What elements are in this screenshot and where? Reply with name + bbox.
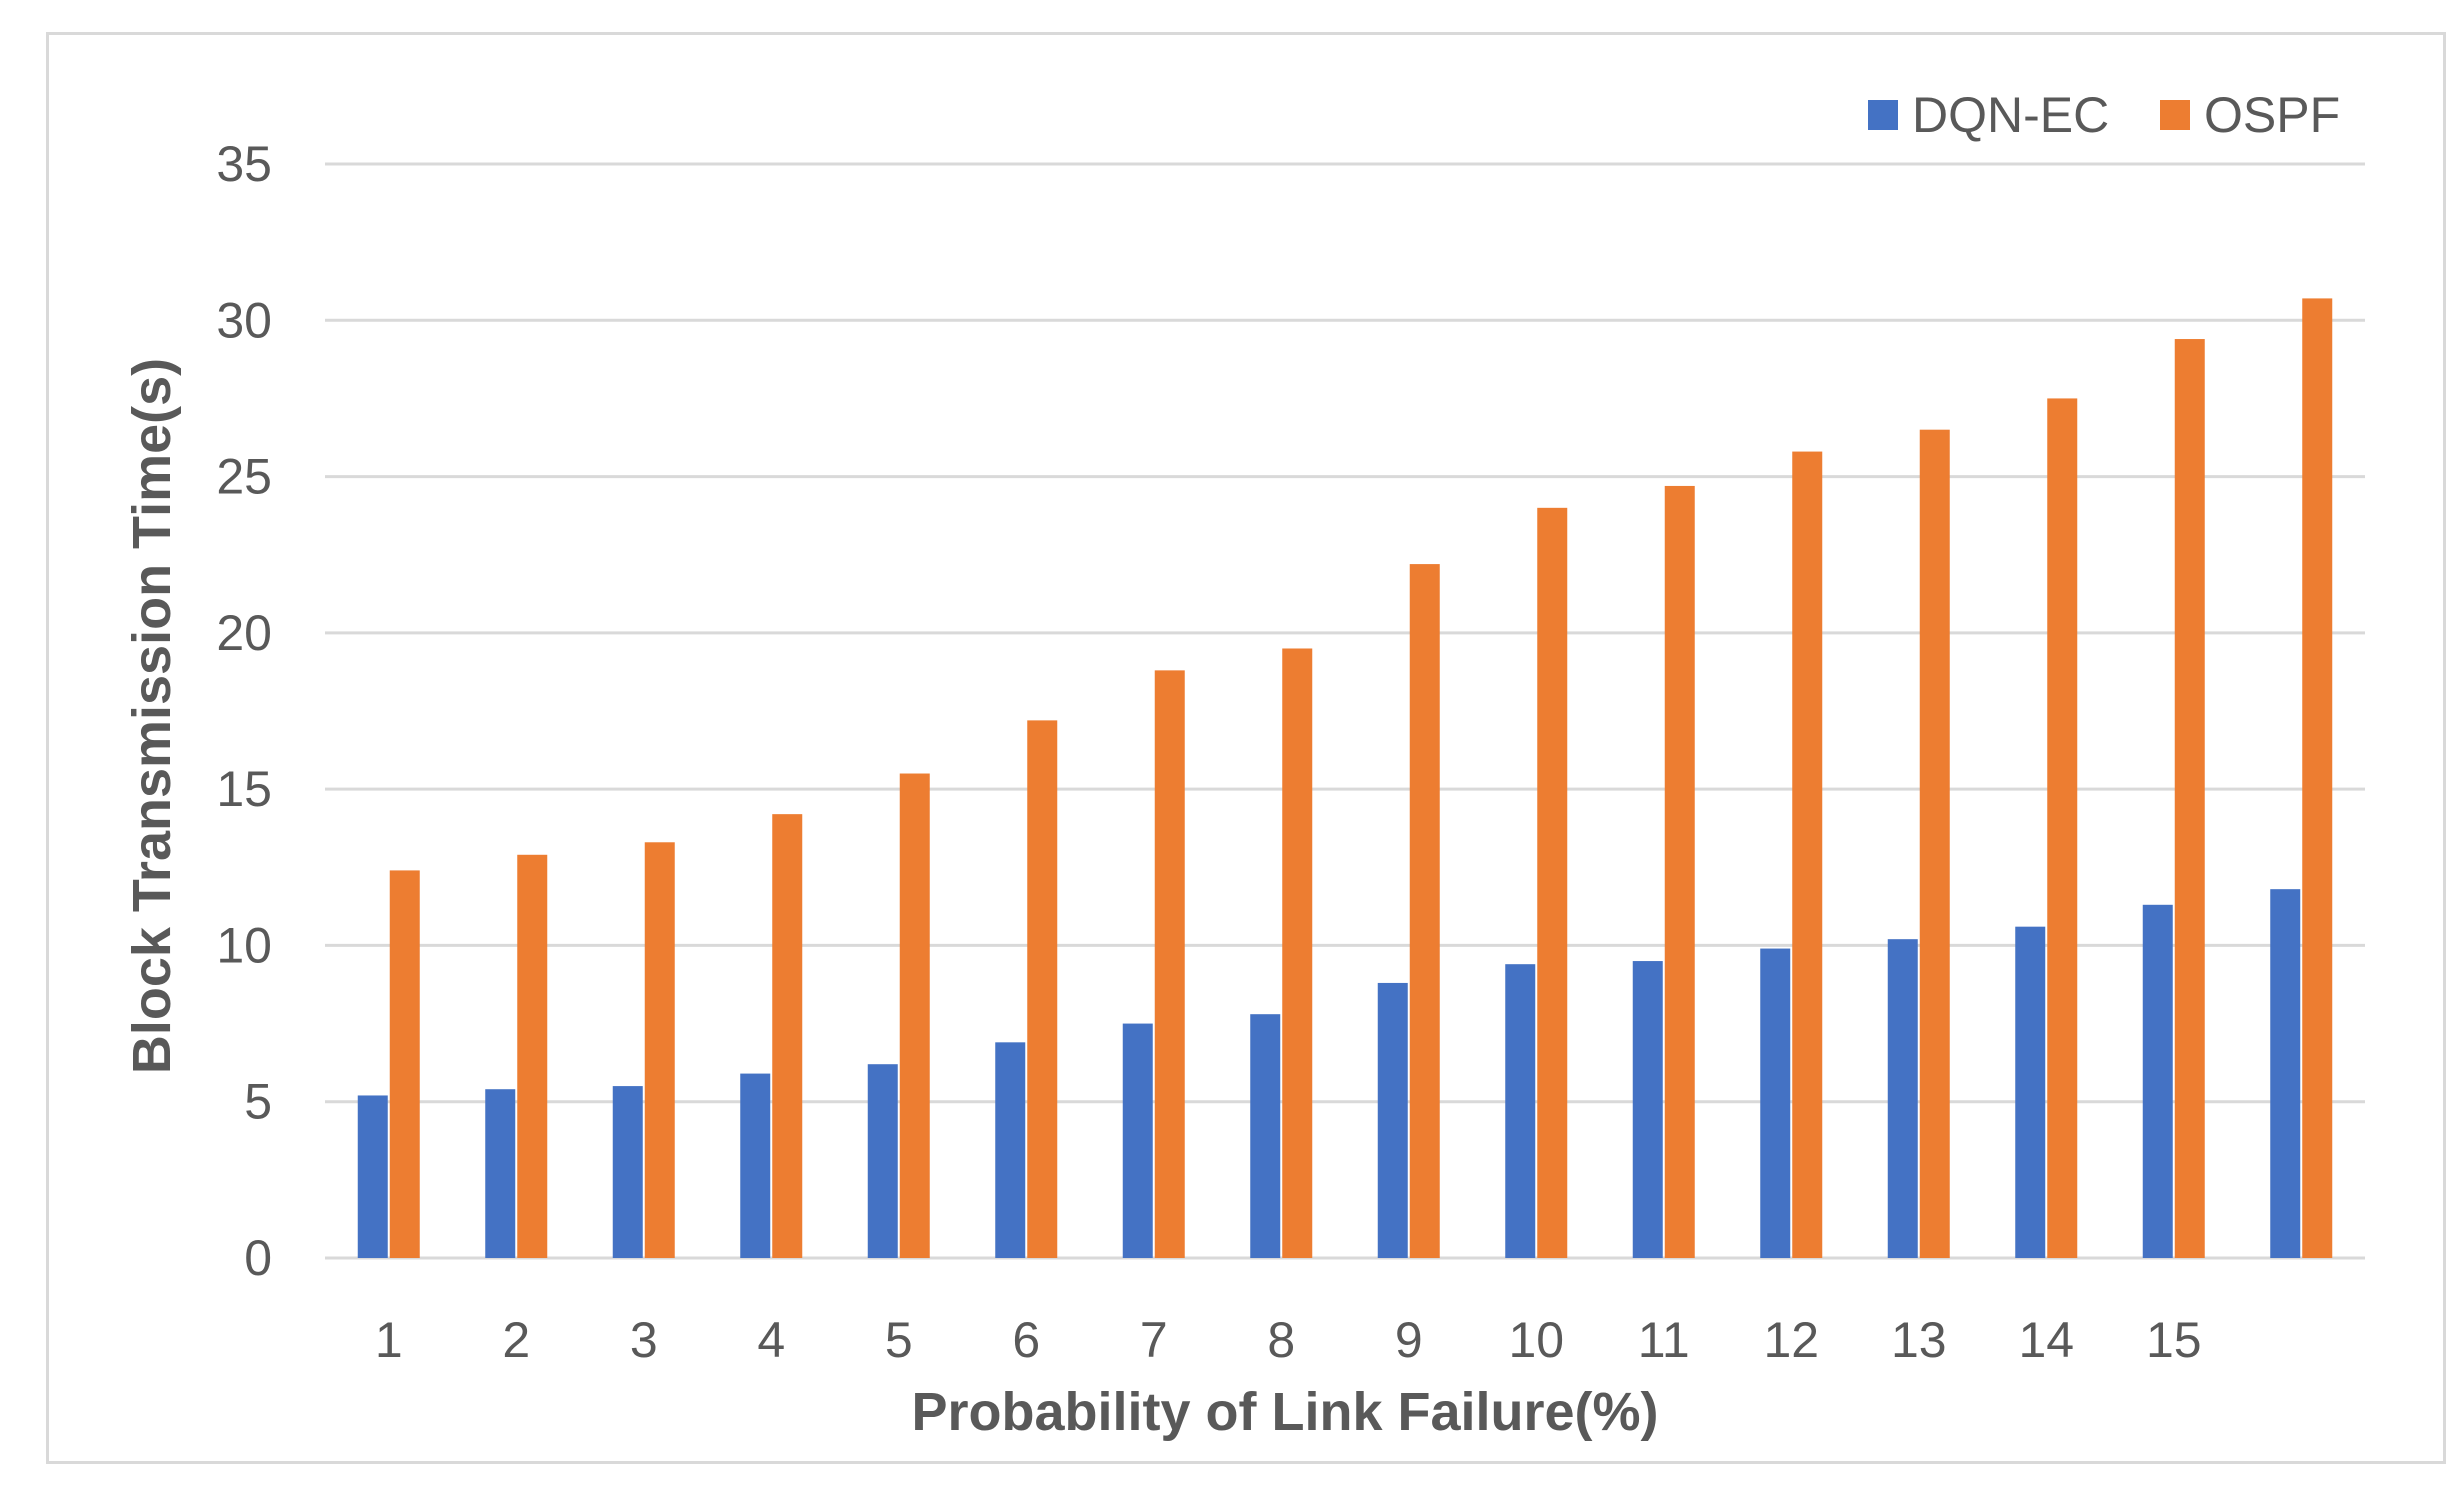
y-axis-ticks: 0 5 10 15 20 25 30 35 [216, 136, 272, 1286]
bar-dqn-ec-8 [1250, 1014, 1281, 1258]
bar-dqn-ec-15 [2142, 904, 2173, 1258]
x-tick-label: 12 [1763, 1312, 1819, 1368]
x-tick-label: 14 [2018, 1312, 2074, 1368]
x-tick-label: 5 [885, 1312, 913, 1368]
bar-ospf-13 [1919, 429, 1950, 1259]
bar-ospf-10 [1537, 507, 1568, 1258]
x-tick-label: 8 [1267, 1312, 1295, 1368]
bar-dqn-ec-3 [612, 1086, 643, 1258]
x-tick-label: 13 [1891, 1312, 1947, 1368]
bar-ospf-9 [1409, 564, 1440, 1258]
bar-dqn-ec-14 [2015, 926, 2046, 1258]
y-tick-label: 30 [216, 292, 272, 348]
bar-dqn-ec-7 [1122, 1023, 1153, 1258]
x-tick-label: 7 [1140, 1312, 1168, 1368]
legend-label-dqn-ec: DQN-EC [1912, 87, 2109, 143]
x-tick-label: 3 [630, 1312, 658, 1368]
x-tick-label: 9 [1395, 1312, 1423, 1368]
y-tick-label: 35 [216, 136, 272, 192]
bar-ospf-12 [1792, 451, 1823, 1259]
y-axis-title: Block Transmission Time(s) [122, 358, 182, 1074]
y-tick-label: 15 [216, 761, 272, 817]
bar-dqn-ec-4 [740, 1073, 771, 1258]
y-tick-label: 10 [216, 917, 272, 973]
bar-dqn-ec-2 [485, 1089, 516, 1258]
bar-ospf-11 [1664, 485, 1695, 1258]
x-axis-title: Probability of Link Failure(%) [911, 1382, 1658, 1442]
legend-swatch-ospf [2160, 100, 2190, 130]
bar-dqn-ec-11 [1632, 961, 1663, 1258]
bar-dqn-ec-16 [2270, 889, 2301, 1258]
bar-dqn-ec-9 [1377, 982, 1408, 1258]
y-tick-label: 20 [216, 605, 272, 661]
bar-ospf-5 [899, 773, 930, 1258]
legend-swatch-dqn-ec [1868, 100, 1898, 130]
x-tick-label: 15 [2146, 1312, 2202, 1368]
bar-dqn-ec-5 [867, 1064, 898, 1258]
x-axis-ticks: 1 2 3 4 5 6 7 8 9 10 11 12 13 14 15 [375, 1312, 2202, 1368]
y-tick-label: 25 [216, 449, 272, 505]
bar-ospf-4 [772, 814, 803, 1258]
bar-dqn-ec-6 [995, 1042, 1026, 1258]
bar-ospf-2 [517, 854, 548, 1258]
bar-ospf-14 [2047, 398, 2078, 1258]
bar-dqn-ec-10 [1505, 964, 1536, 1258]
bar-ospf-15 [2174, 339, 2205, 1258]
x-tick-label: 11 [1638, 1312, 1690, 1368]
bar-ospf-16 [2302, 298, 2333, 1258]
x-tick-label: 10 [1508, 1312, 1564, 1368]
bars [357, 298, 2333, 1259]
legend: DQN-EC OSPF [1868, 87, 2340, 143]
legend-label-ospf: OSPF [2204, 87, 2340, 143]
bar-ospf-6 [1027, 720, 1058, 1258]
bar-dqn-ec-1 [357, 1095, 388, 1258]
x-tick-label: 2 [502, 1312, 530, 1368]
bar-ospf-8 [1282, 648, 1313, 1258]
bar-dqn-ec-12 [1760, 948, 1791, 1258]
y-tick-label: 0 [244, 1230, 272, 1286]
x-tick-label: 1 [375, 1312, 403, 1368]
y-tick-label: 5 [244, 1074, 272, 1130]
bar-ospf-1 [389, 870, 420, 1258]
x-tick-label: 4 [757, 1312, 785, 1368]
bar-ospf-7 [1154, 670, 1185, 1258]
chart-frame [46, 32, 2446, 1464]
bar-dqn-ec-13 [1887, 939, 1918, 1258]
x-tick-label: 6 [1012, 1312, 1040, 1368]
bar-ospf-3 [644, 842, 675, 1258]
